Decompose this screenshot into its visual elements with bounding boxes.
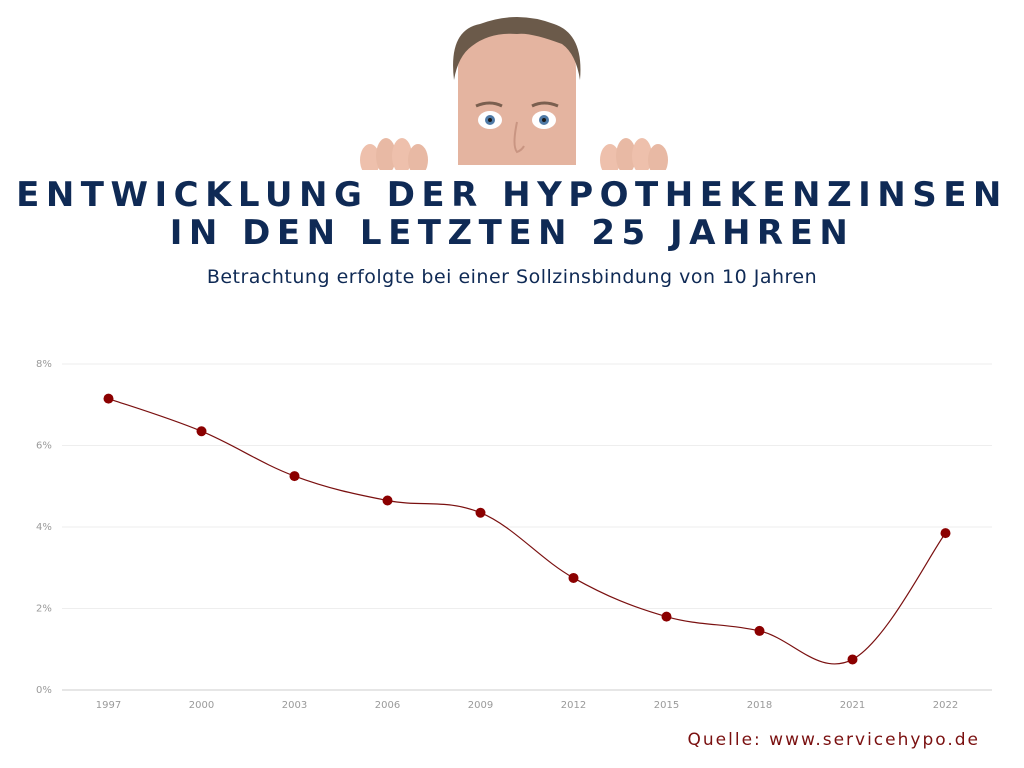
data-point	[754, 625, 765, 636]
x-tick-label: 2018	[747, 700, 772, 711]
y-tick-label: 8%	[36, 359, 52, 370]
data-point	[289, 471, 300, 482]
y-tick-label: 2%	[36, 604, 52, 615]
x-tick-label: 1997	[96, 700, 121, 711]
page-title-line2: IN DEN LETZTEN 25 JAHREN	[169, 213, 855, 253]
x-tick-label: 2003	[282, 700, 307, 711]
data-point	[661, 611, 672, 622]
series-line-layer	[108, 398, 946, 665]
grid-lines	[62, 363, 992, 609]
y-tick-label: 4%	[36, 522, 52, 533]
data-point	[940, 528, 951, 539]
face	[453, 17, 581, 165]
x-tick-label: 2015	[654, 700, 679, 711]
x-tick-label: 2006	[375, 700, 400, 711]
series-line	[108, 398, 946, 665]
page-subtitle: Betrachtung erfolgte bei einer Sollzinsb…	[206, 266, 818, 288]
data-point	[847, 654, 858, 665]
y-tick-label: 6%	[36, 441, 52, 452]
data-point	[103, 393, 114, 404]
data-point	[196, 426, 207, 437]
line-chart: 0% 2% 4% 6% 8% 1997 2000 2003 2006 2009 2012 2015 2…	[36, 359, 992, 711]
x-tick-labels: 1997 2000 2003 2006 2009 2012 2015 2018 2021 2022	[96, 700, 958, 711]
x-tick-label: 2021	[840, 700, 865, 711]
data-point	[475, 507, 486, 518]
x-tick-label: 2012	[561, 700, 586, 711]
data-point	[382, 495, 393, 506]
y-tick-labels: 0% 2% 4% 6% 8%	[36, 359, 52, 696]
hero-image	[330, 10, 700, 176]
y-tick-label: 0%	[36, 685, 52, 696]
data-point	[568, 572, 579, 583]
x-tick-label: 2000	[189, 700, 214, 711]
x-tick-label: 2022	[933, 700, 958, 711]
x-tick-label: 2009	[468, 700, 493, 711]
left-hand	[360, 138, 428, 176]
right-hand	[600, 138, 668, 176]
source-label: Quelle: www.servicehypo.de	[687, 730, 980, 750]
page-title-line1: ENTWICKLUNG DER HYPOTHEKENZINSEN	[16, 175, 1008, 215]
data-points	[103, 393, 951, 665]
